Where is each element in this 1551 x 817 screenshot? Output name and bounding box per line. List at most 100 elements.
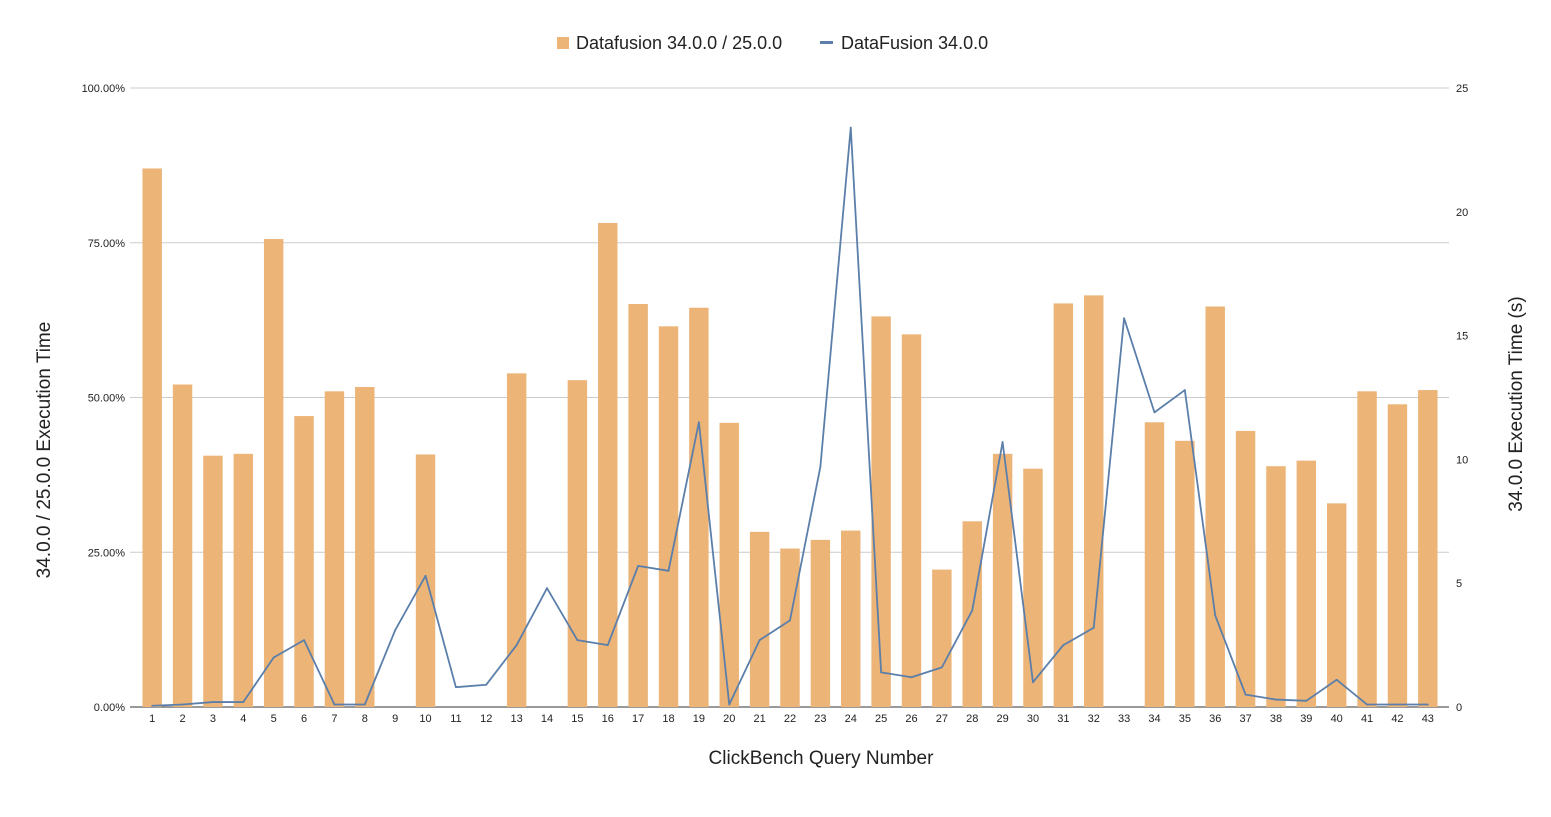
- legend-line-swatch: [820, 41, 833, 44]
- line-point-32: [1092, 626, 1095, 629]
- line-point-3: [212, 701, 214, 703]
- line-point-20: [728, 703, 731, 706]
- bar-41: [1357, 391, 1377, 707]
- x-tick-label: 18: [662, 713, 674, 725]
- bar-6: [294, 416, 314, 707]
- line-point-37: [1244, 693, 1247, 696]
- line-point-10: [424, 574, 427, 577]
- line-point-23: [819, 465, 822, 468]
- bar-27: [932, 569, 952, 707]
- bar-series: [142, 168, 1438, 708]
- x-tick-label: 4: [240, 713, 246, 725]
- bar-40: [1326, 503, 1347, 707]
- x-tick-label: 36: [1209, 713, 1221, 725]
- y2-tick-label: 5: [1456, 578, 1462, 590]
- line-point-18: [667, 569, 670, 572]
- legend: Datafusion 34.0.0 / 25.0.0 DataFusion 34…: [557, 33, 988, 53]
- bar-7: [324, 391, 345, 707]
- line-point-29: [1001, 441, 1004, 443]
- bar-8: [355, 386, 375, 707]
- x-tick-label: 23: [814, 713, 826, 725]
- line-point-38: [1275, 698, 1277, 701]
- bar-35: [1175, 440, 1195, 707]
- line-point-19: [697, 421, 700, 424]
- line-point-31: [1062, 644, 1065, 646]
- x-tick-label: 32: [1088, 713, 1100, 725]
- line-point-11: [455, 686, 457, 689]
- line-point-40: [1335, 678, 1338, 681]
- bar-37: [1235, 430, 1256, 707]
- x-tick-label: 38: [1270, 713, 1282, 725]
- line-point-14: [546, 587, 548, 590]
- x-tick-label: 26: [905, 713, 917, 725]
- x-tick-label: 30: [1027, 713, 1039, 725]
- bar-16: [598, 222, 618, 707]
- line-point-1: [151, 704, 154, 707]
- line-point-2: [181, 703, 184, 706]
- y2-axis-title: 34.0.0 Execution Time (s): [1506, 296, 1527, 511]
- y-tick-label: 25.00%: [88, 547, 126, 559]
- x-tick-label: 7: [331, 713, 337, 725]
- line-point-41: [1366, 703, 1368, 706]
- bar-28: [962, 521, 982, 707]
- x-tick-label: 43: [1422, 713, 1434, 725]
- x-tick-label: 20: [723, 713, 735, 725]
- x-tick-label: 1: [149, 713, 155, 725]
- bar-23: [810, 539, 831, 707]
- x-tick-label: 25: [875, 713, 887, 725]
- line-point-26: [910, 676, 913, 679]
- bar-21: [749, 531, 770, 707]
- x-tick-label: 37: [1239, 713, 1251, 725]
- x-tick-label: 34: [1148, 713, 1160, 725]
- x-tick-label: 33: [1118, 713, 1130, 725]
- bar-24: [841, 530, 861, 707]
- x-tick-label: 42: [1391, 713, 1403, 725]
- x-tick-label: 27: [936, 713, 948, 725]
- legend-bar-swatch: [557, 37, 569, 49]
- line-point-27: [940, 666, 943, 669]
- bar-17: [628, 304, 648, 707]
- line-point-36: [1214, 614, 1217, 617]
- x-tick-label: 5: [271, 713, 277, 725]
- line-point-5: [272, 656, 275, 659]
- x-tick-label: 19: [693, 713, 705, 725]
- y2-tick-label: 25: [1456, 83, 1468, 95]
- line-point-17: [637, 564, 640, 567]
- bar-30: [1023, 468, 1043, 707]
- x-tick-label: 29: [996, 713, 1008, 725]
- bar-26: [901, 334, 922, 707]
- x-tick-label: 8: [362, 713, 368, 725]
- line-point-9: [394, 629, 397, 632]
- line-point-13: [515, 644, 518, 646]
- x-tick-label: 6: [301, 713, 307, 725]
- line-point-15: [576, 639, 579, 642]
- line-point-4: [242, 701, 245, 703]
- bar-43: [1418, 390, 1438, 707]
- x-tick-label: 41: [1361, 713, 1373, 725]
- x-tick-label: 31: [1057, 713, 1069, 725]
- x-tick-label: 28: [966, 713, 978, 725]
- bar-31: [1053, 303, 1074, 707]
- line-point-28: [971, 609, 974, 612]
- line-point-35: [1183, 389, 1186, 391]
- x-tick-label: 22: [784, 713, 796, 725]
- right-axis-ticks: 0 5 10 15 20 25: [1456, 83, 1468, 714]
- line-point-22: [789, 619, 791, 622]
- x-tick-label: 17: [632, 713, 644, 725]
- line-point-7: [333, 703, 336, 706]
- bar-25: [871, 316, 891, 707]
- bar-4: [233, 453, 254, 707]
- bar-29: [992, 453, 1013, 707]
- x-tick-label: 3: [210, 713, 216, 725]
- bar-42: [1387, 404, 1408, 707]
- x-tick-label: 12: [480, 713, 492, 725]
- x-tick-label: 13: [511, 713, 523, 725]
- x-tick-label: 21: [754, 713, 766, 725]
- x-tick-label: 24: [845, 713, 857, 725]
- bar-13: [506, 373, 527, 707]
- bar-34: [1144, 422, 1165, 707]
- bar-18: [658, 326, 679, 707]
- line-point-6: [303, 639, 305, 642]
- y-axis-title: 34.0.0 / 25.0.0 Execution Time: [34, 322, 55, 579]
